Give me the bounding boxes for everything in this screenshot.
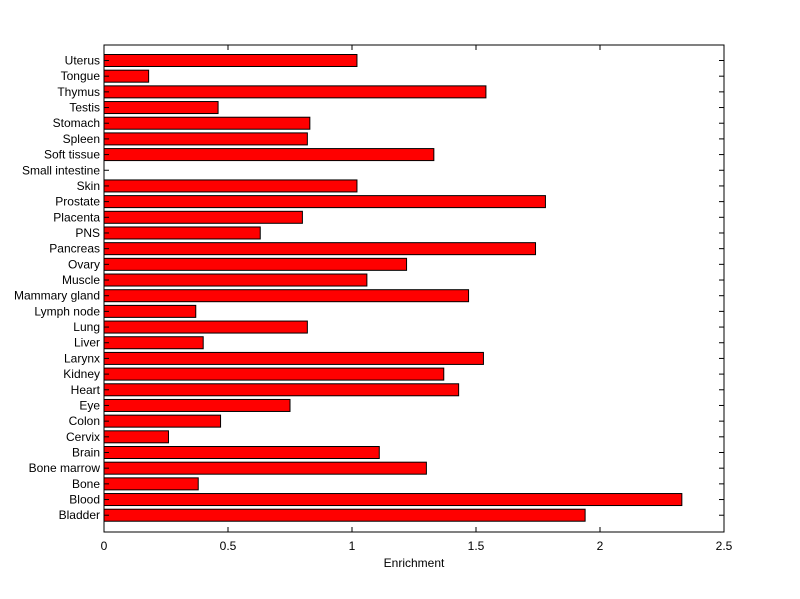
y-tick-label: Uterus [65,54,100,68]
y-tick-label: Testis [69,101,100,115]
y-tick-label: Bone marrow [29,461,101,475]
y-tick-label: Placenta [53,210,100,224]
bar-mammary-gland [103,289,470,303]
bar-eye [103,398,291,412]
bar-tongue [103,69,150,83]
bar-heart [103,383,460,397]
y-tick-label: Lung [73,320,100,334]
y-tick-label: Pancreas [49,242,100,256]
y-tick-label: Tongue [61,69,101,83]
bar-pns [103,226,261,240]
bar-brain [103,446,380,459]
plot-frame [103,44,725,533]
bar-pancreas [103,242,537,256]
bar-lung [103,320,308,334]
y-tick-label: Stomach [53,116,100,130]
x-tick-label: 0.5 [220,539,237,553]
y-tick-label: Soft tissue [44,148,100,162]
y-tick-label: Cervix [66,430,100,444]
x-tick-label: 2.5 [716,539,733,553]
y-tick-label: Skin [77,179,100,193]
bar-prostate [103,195,546,209]
x-tick-label: 1 [349,539,356,553]
bar-lymph-node [103,304,197,318]
x-tick-label: 1.5 [468,539,485,553]
bar-testis [103,101,219,115]
y-tick-label: Thymus [57,85,100,99]
bar-kidney [103,367,445,381]
y-tick-label: Brain [72,446,100,460]
x-tick-label: 0 [101,539,108,553]
y-tick-label: Bladder [59,508,100,522]
y-tick-label: Prostate [55,195,100,209]
y-tick-label: Spleen [63,132,100,146]
y-tick-label: Kidney [63,367,100,381]
bar-liver [103,336,204,350]
y-tick-label: Muscle [62,273,100,287]
bar-skin [103,179,358,193]
bar-stomach [103,116,311,130]
bar-colon [103,414,222,428]
bar-uterus [103,54,358,67]
y-tick-label: Ovary [68,257,100,271]
x-ticks-group: 0 0.5 1 1.5 2 2.5 [101,45,733,553]
y-tick-label: Mammary gland [14,289,100,303]
bar-blood [103,493,683,507]
y-tick-label: Bone [72,477,100,491]
bar-bladder [103,508,586,522]
y-tick-label: Colon [69,414,100,428]
bar-cervix [103,430,169,444]
y-tick-label: Liver [74,336,100,350]
bar-thymus [103,85,487,99]
x-tick-label: 2 [597,539,604,553]
bar-bone [103,477,199,491]
y-tick-label: Lymph node [34,304,100,318]
y-tick-label: Eye [79,398,100,412]
bar-spleen [103,132,308,146]
y-tick-label: Blood [69,493,100,507]
y-tick-label: Heart [71,383,101,397]
bar-placenta [103,210,303,224]
bar-ovary [103,257,408,271]
x-axis-label: Enrichment [384,556,445,570]
y-tick-label: Small intestine [22,163,100,177]
bar-muscle [103,273,368,287]
bar-larynx [103,351,484,365]
bar-soft-tissue [103,148,435,162]
y-tick-label: PNS [75,226,100,240]
bar-bone-marrow [103,461,427,475]
y-tick-label: Larynx [64,351,100,365]
